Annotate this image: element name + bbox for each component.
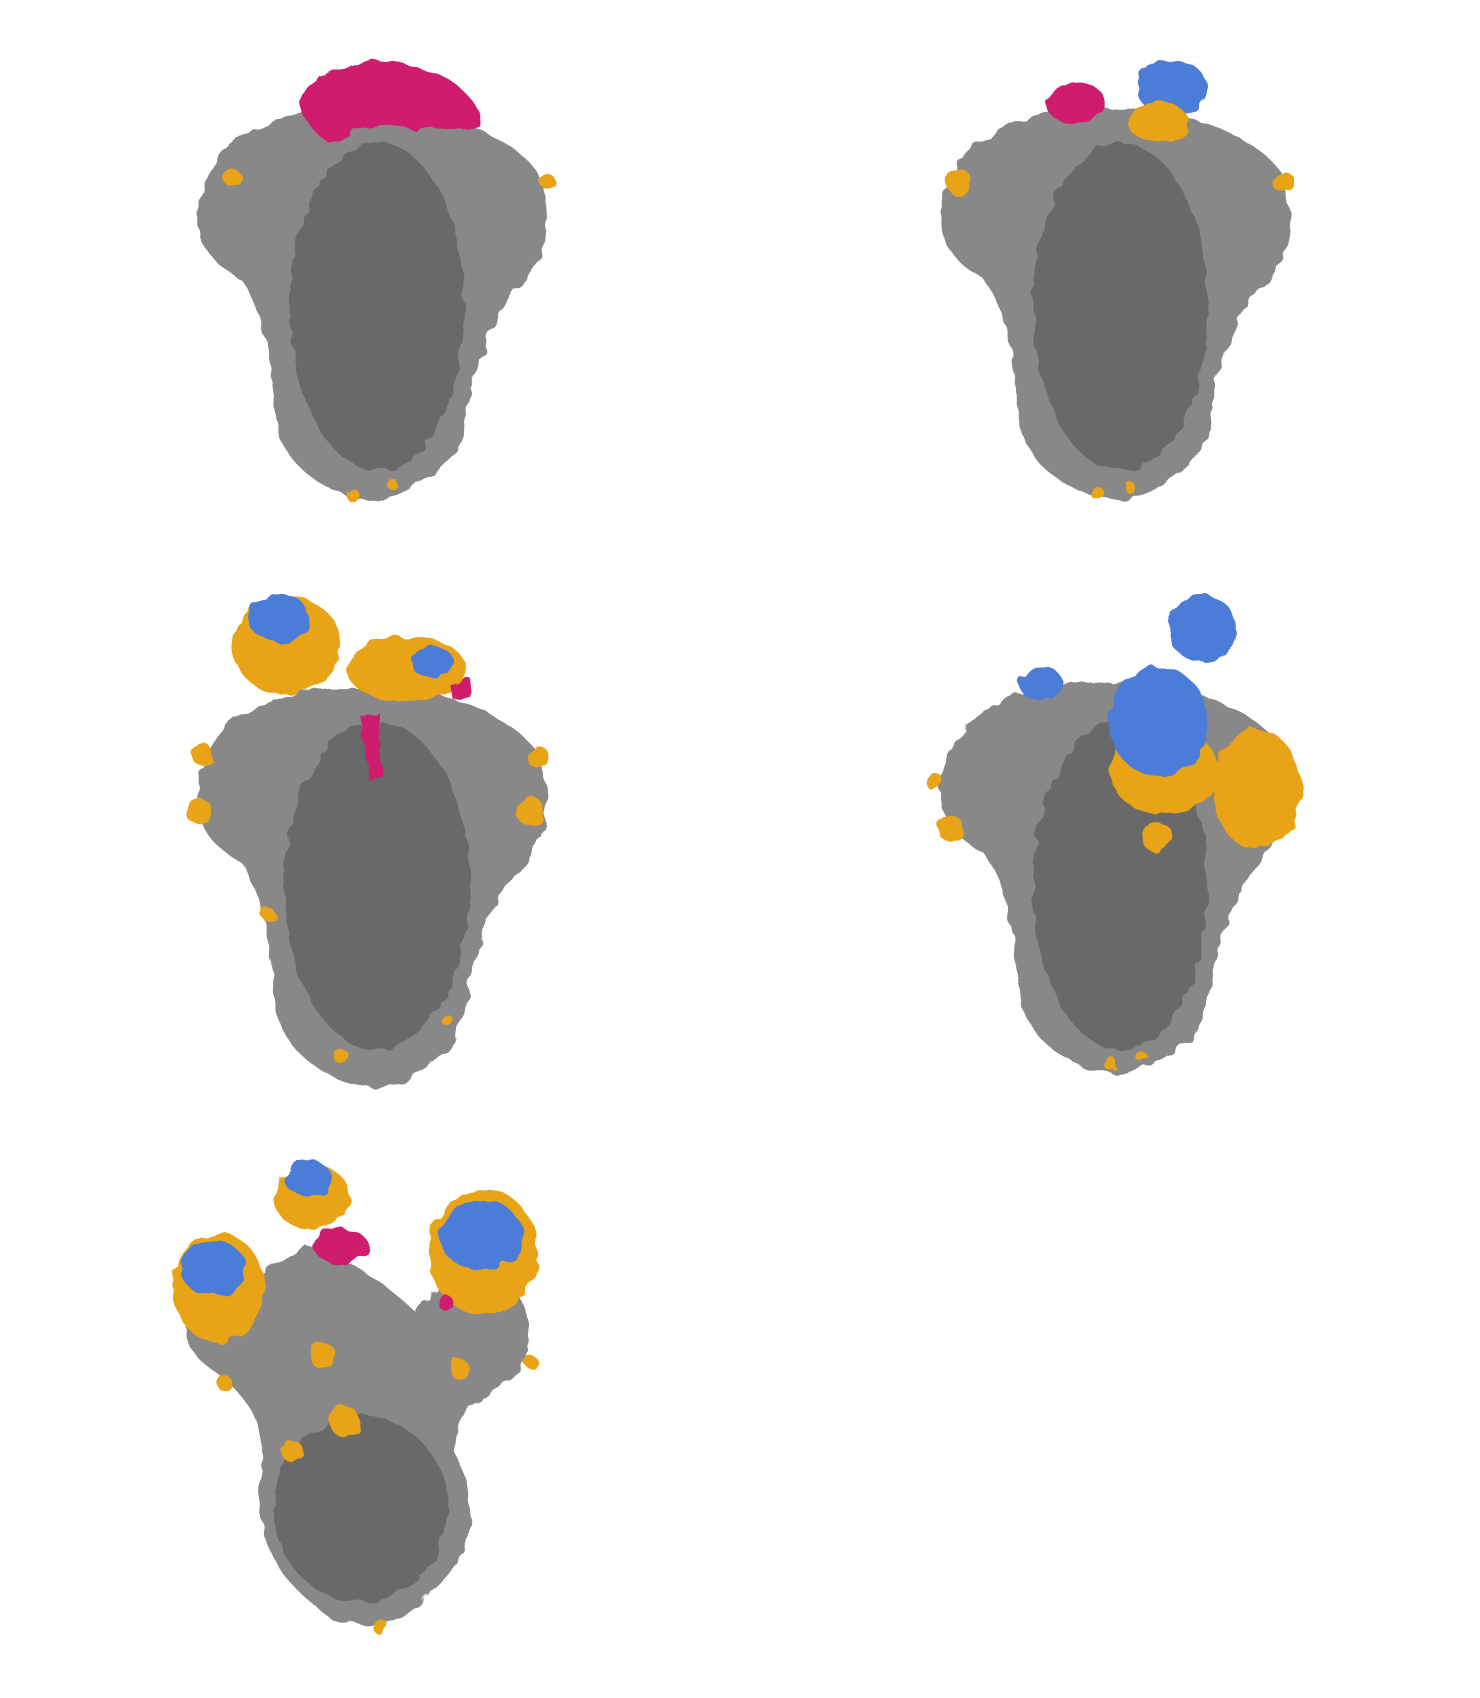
orange-patch [1136,1051,1148,1063]
blue-region [1136,59,1207,117]
orange-patch [1272,170,1295,193]
orange-patch [1091,487,1106,501]
orange-patch [216,1375,232,1391]
orange-patch [385,477,397,489]
magenta-region [360,677,473,782]
orange-region [1128,102,1190,143]
orange-patch [372,1619,389,1635]
blue-region [1109,667,1208,777]
orange-patch [185,798,213,825]
structure-1 [197,59,555,501]
blue-region [409,646,454,677]
orange-patch [526,745,549,768]
blue-region [1167,595,1238,662]
orange-patch [345,487,359,501]
blue-region [1018,665,1063,701]
orange-patch [538,172,555,189]
protein-core [284,721,471,1050]
structure-5 [172,1161,538,1635]
orange-patch [329,1405,360,1437]
orange-patch [282,1440,304,1463]
orange-patch [523,1354,537,1368]
orange-patch [309,1342,336,1369]
orange-patch [222,168,241,187]
orange-region [1213,729,1301,850]
orange-patch [945,168,972,195]
orange-patch [925,773,944,791]
orange-patch [937,815,965,842]
orange-patch [1102,1056,1117,1070]
structure-3 [185,593,549,1087]
magenta-region [299,59,481,143]
magenta-region [313,1228,369,1264]
orange-patch [191,743,214,766]
blue-region [180,1240,246,1296]
protein-core [1032,142,1208,471]
magenta-patch [438,1295,454,1311]
orange-patch [1141,821,1172,852]
orange-patch [449,1358,469,1379]
blue-region [284,1161,333,1197]
structure-2 [940,59,1295,501]
blue-region [439,1200,523,1271]
orange-patch [1125,483,1137,495]
protein-core [273,1415,449,1602]
orange-patch [515,797,545,826]
magenta-region [1046,84,1108,124]
orange-patch [440,1013,452,1025]
blue-region [248,593,310,642]
protein-core [289,142,465,471]
structure-4 [925,595,1301,1073]
orange-patch [261,907,275,921]
orange-patch [333,1048,349,1064]
